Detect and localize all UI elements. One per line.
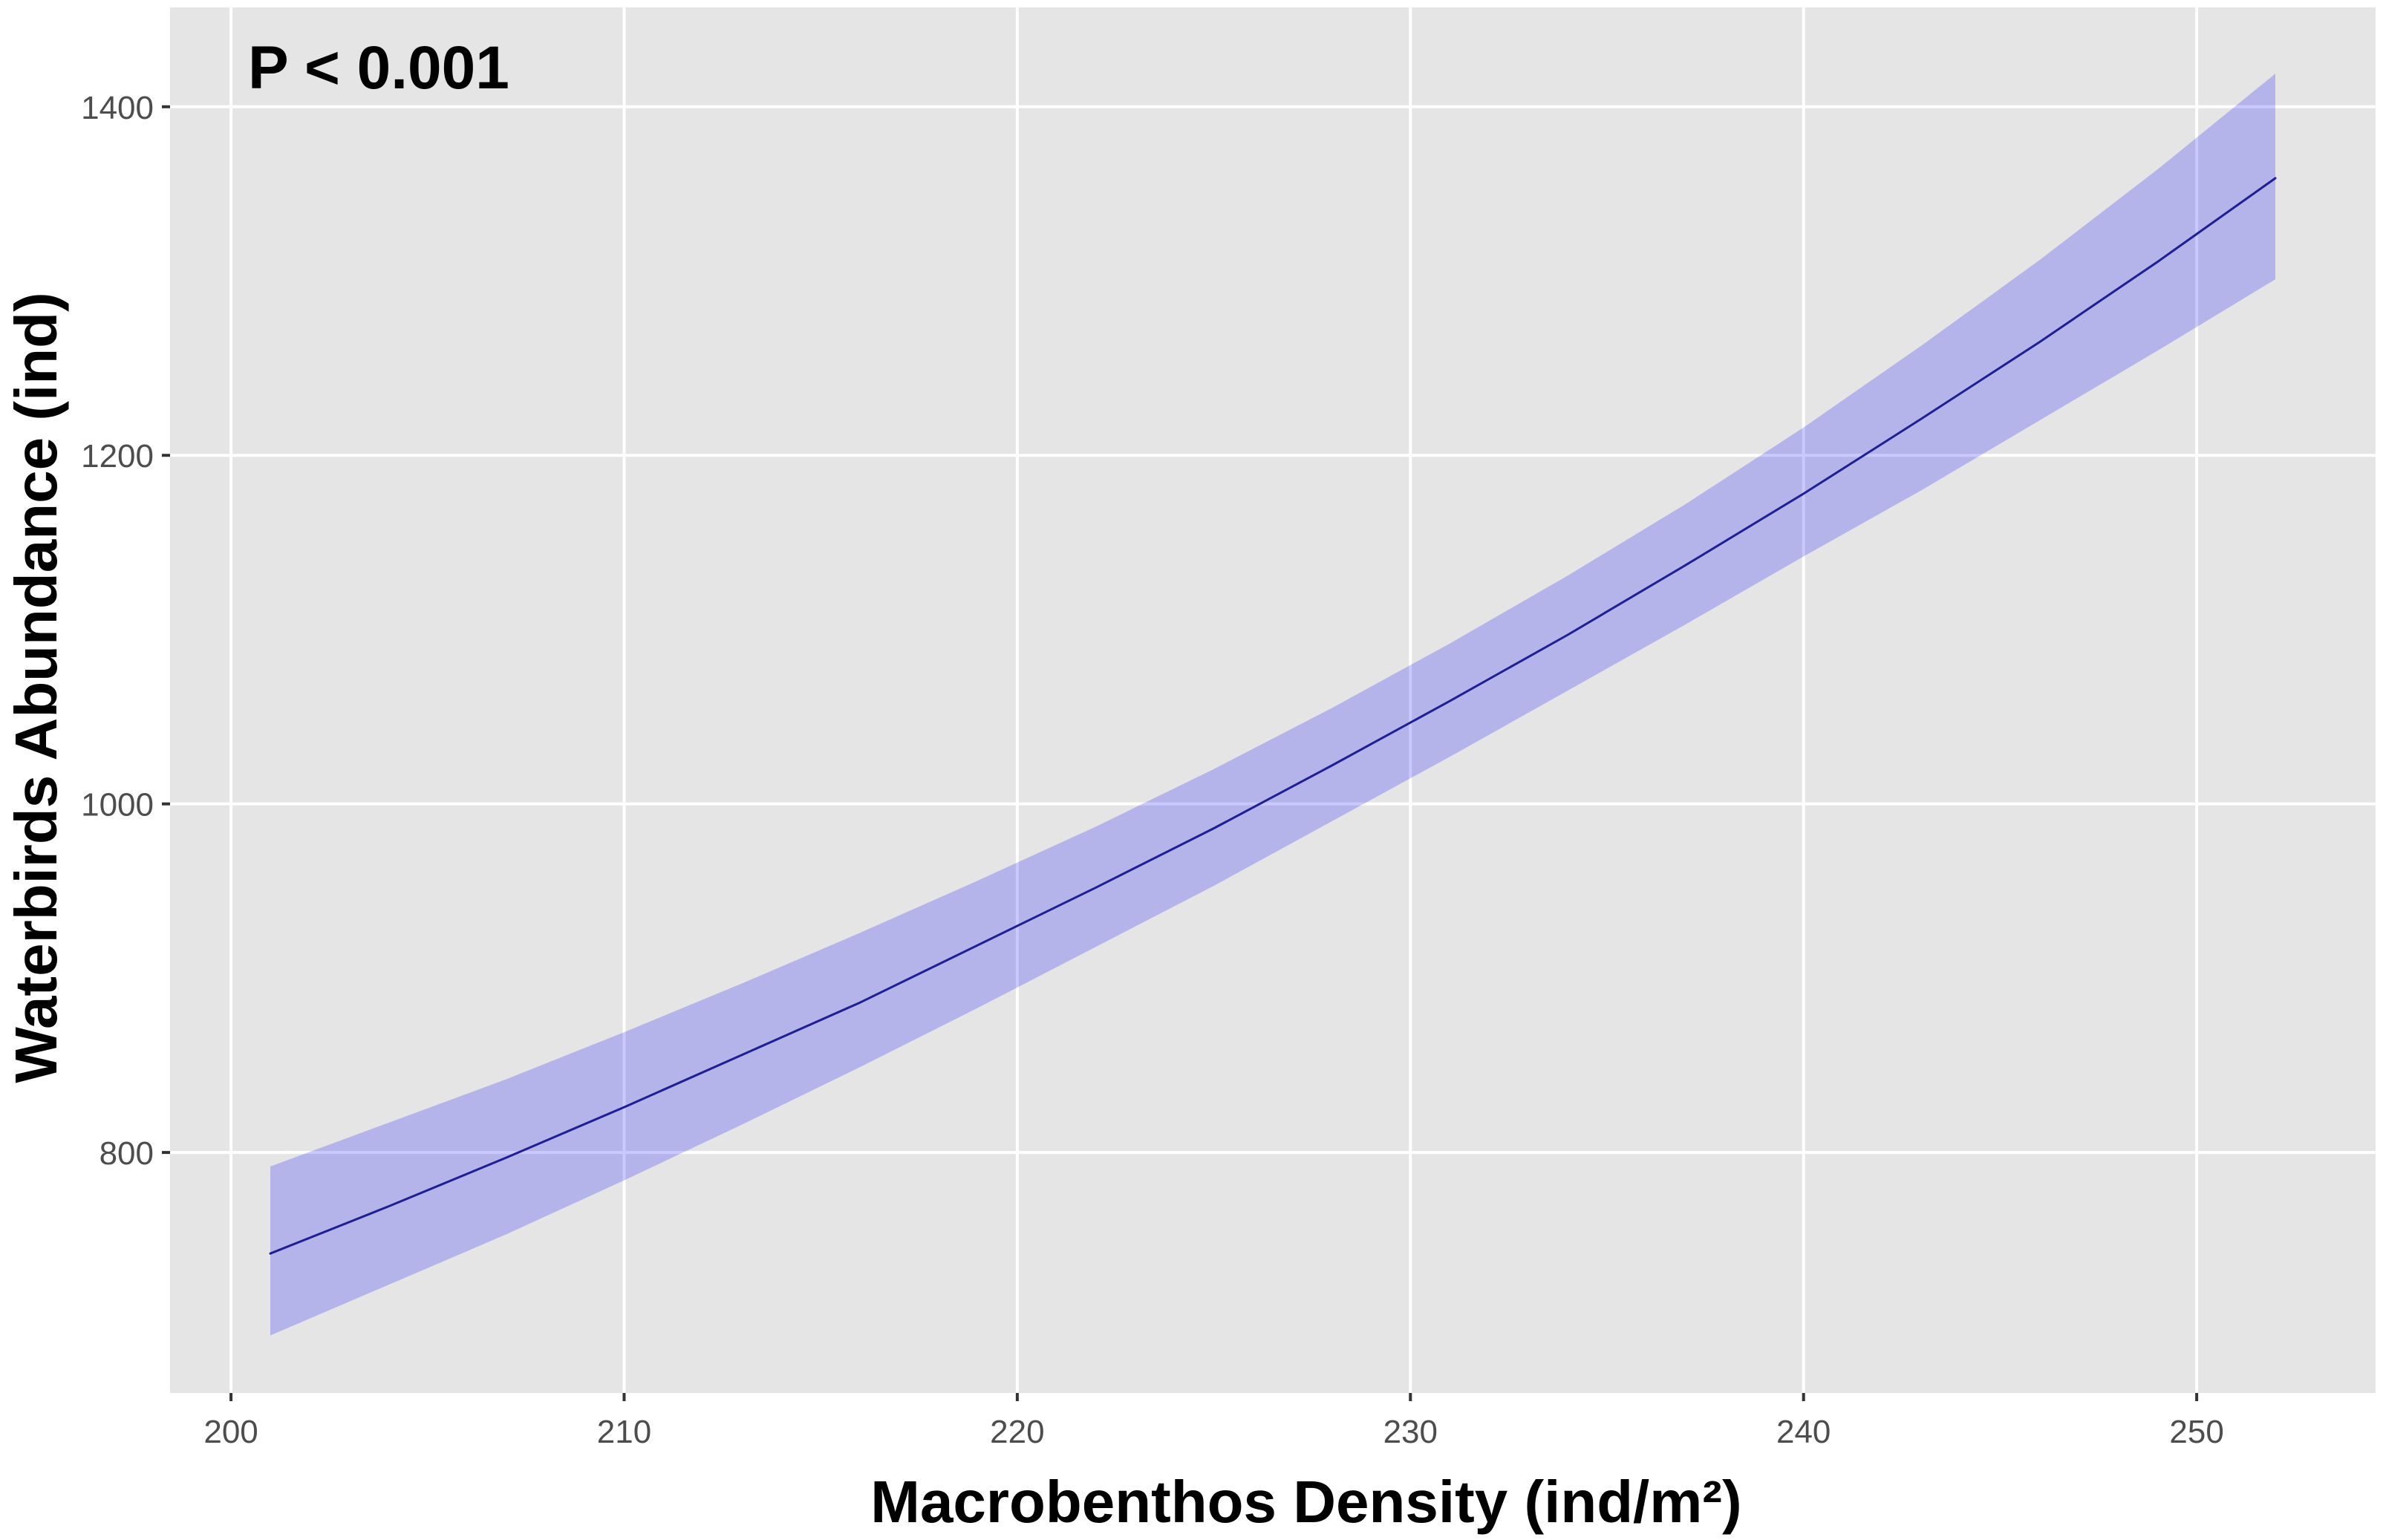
x-axis-title: Macrobenthos Density (ind/m²)	[870, 1469, 1741, 1535]
confidence-band	[270, 74, 2275, 1336]
axis-ticks	[162, 105, 2199, 1401]
y-tick-label: 1400	[81, 90, 154, 126]
y-tick-label: 1200	[81, 438, 154, 474]
x-tick-label: 220	[990, 1414, 1044, 1450]
p-value-annotation: P < 0.001	[248, 34, 509, 102]
y-tick-label: 800	[100, 1135, 154, 1172]
y-tick-label: 1000	[81, 787, 154, 823]
y-axis-title: Waterbirds Abundance (ind)	[3, 292, 69, 1083]
axis-tick-labels: 200 210 220 230 240 250 800 1000 1200 1400	[81, 90, 2224, 1450]
plot-panel	[170, 7, 2376, 1393]
x-tick-label: 250	[2169, 1414, 2223, 1450]
x-tick-label: 200	[203, 1414, 258, 1450]
gridlines	[170, 7, 2376, 1393]
fit-line	[269, 177, 2277, 1255]
x-tick-label: 210	[597, 1414, 651, 1450]
x-tick-label: 230	[1383, 1414, 1438, 1450]
x-tick-label: 240	[1776, 1414, 1831, 1450]
